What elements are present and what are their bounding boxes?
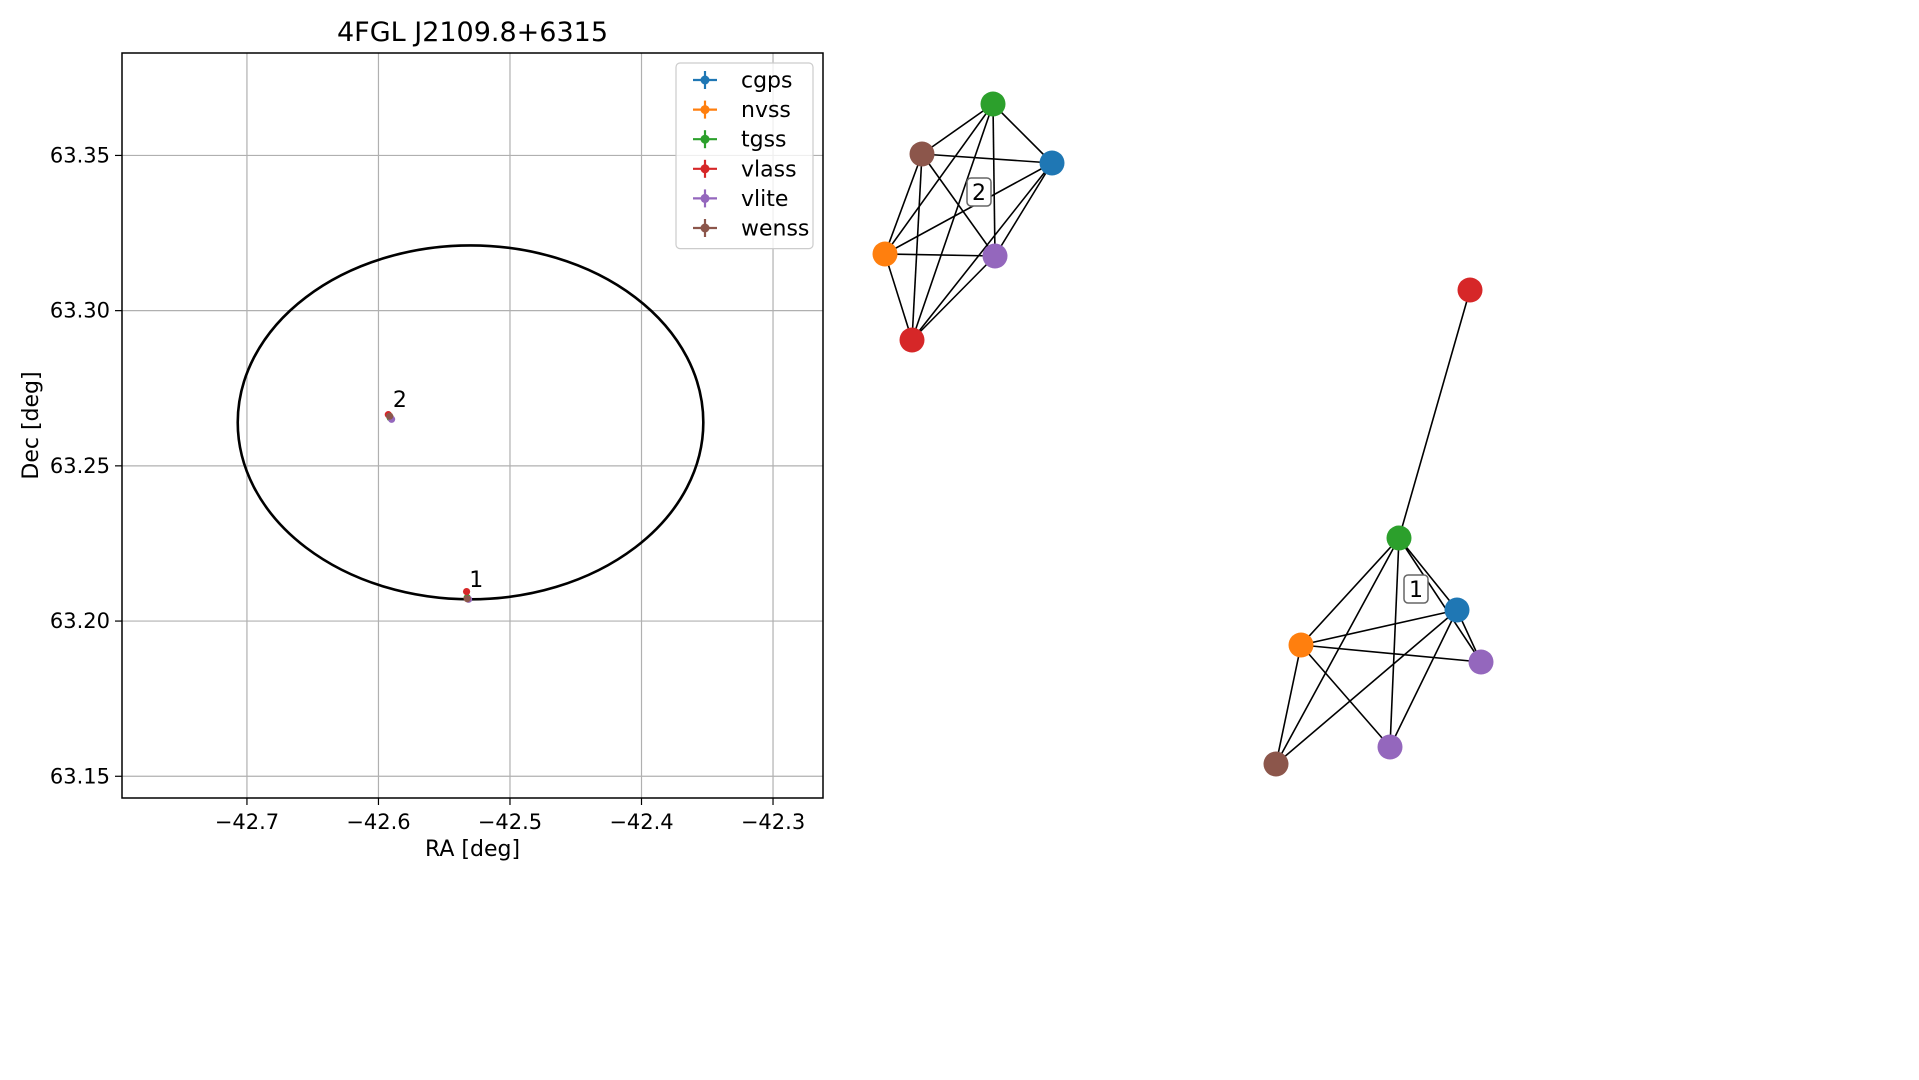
y-tick-label: 63.30 [50,299,110,323]
network-edge [921,153,1053,164]
network-node-vlite2 [1377,734,1403,760]
network-node-wenss [1263,751,1289,777]
network-node-cgps [1039,150,1065,176]
network-edge [1300,609,1458,646]
network-node-wenss [909,141,935,167]
chart-title: 4FGL J2109.8+6315 [337,17,608,48]
network-nodes [872,91,1494,777]
network-edge [911,153,923,341]
legend-label: vlass [741,157,797,182]
annotation-layer: 2 1 [393,388,483,593]
data-point-vlass [462,587,471,596]
annotation-label: 1 [469,568,483,593]
group-label-text: 2 [972,181,986,206]
group-label-2: 2 [966,177,992,207]
network-node-vlass [1457,277,1483,303]
network-edge [994,162,1053,257]
legend-markers [693,71,717,237]
network-edge [1300,644,1482,663]
network-edge [992,103,1053,164]
x-axis-ticks: −42.7 −42.6 −42.5 −42.4 −42.3 [215,798,805,834]
x-tick-label: −42.3 [741,810,805,834]
network-edge [884,153,923,255]
network-node-nvss [1288,632,1314,658]
x-tick-label: −42.6 [346,810,410,834]
network-node-vlite1 [1468,649,1494,675]
legend-marker-dot [700,75,710,85]
y-tick-label: 63.35 [50,143,110,167]
network-edge [1398,537,1458,611]
legend-marker-dot [700,134,710,144]
network-edge [911,162,1053,341]
network-edge [911,103,994,341]
plot-frame [121,52,824,799]
network-node-cgps [1444,597,1470,623]
y-tick-label: 63.25 [50,454,110,478]
group-label-1: 1 [1403,574,1429,604]
legend-marker-dot [700,193,710,203]
network-edge [1389,537,1400,748]
network-edge [1389,609,1458,748]
network-node-tgss [1386,525,1412,551]
legend-label: vlite [741,187,788,212]
legend-label: nvss [741,98,791,123]
group-label-box [966,177,992,207]
network-edge [1398,289,1471,539]
network-edge [1398,537,1482,663]
network-edge [884,253,996,257]
network-node-vlite [982,243,1008,269]
legend-marker-dot [700,223,710,233]
network-edge [1275,644,1302,765]
network-edge [921,153,996,257]
group-label-box [1403,574,1429,604]
network-panel: 2 1 [872,91,1494,777]
network-edge [884,162,1053,255]
network-edge [992,103,996,257]
network-node-tgss [980,91,1006,117]
x-tick-label: −42.7 [215,810,279,834]
legend-marker-dot [700,164,710,174]
legend: cgps nvss tgss vlass vlite wenss [675,62,814,250]
data-point-wenss [463,595,471,603]
network-edge [1300,644,1391,748]
y-axis-label: Dec [deg] [19,371,44,479]
network-edge [884,253,913,341]
network-node-vlass [899,327,925,353]
x-tick-label: −42.4 [609,810,673,834]
network-edge [1275,609,1458,765]
y-axis-ticks: 63.15 63.20 63.25 63.30 63.35 [50,143,122,788]
legend-label: wenss [741,217,809,242]
network-edge [921,103,994,155]
x-axis-label: RA [deg] [425,837,520,862]
network-node-nvss [872,241,898,267]
y-tick-label: 63.15 [50,764,110,788]
y-tick-label: 63.20 [50,609,110,633]
network-edge [1275,537,1400,765]
x-tick-label: −42.5 [478,810,542,834]
legend-label: tgss [741,128,787,153]
annotation-label: 2 [393,388,407,413]
network-edge [1300,537,1400,646]
network-edge [911,255,996,341]
points-layer [384,411,473,603]
scatter-panel: 2 1 −42.7 −42.6 −42.5 −42.4 −42.3 63.15 … [19,17,824,862]
network-edges [884,103,1482,765]
legend-marker-dot [700,105,710,115]
data-point-wenss [386,412,394,420]
legend-label: cgps [741,69,793,94]
group-label-text: 1 [1409,578,1423,603]
